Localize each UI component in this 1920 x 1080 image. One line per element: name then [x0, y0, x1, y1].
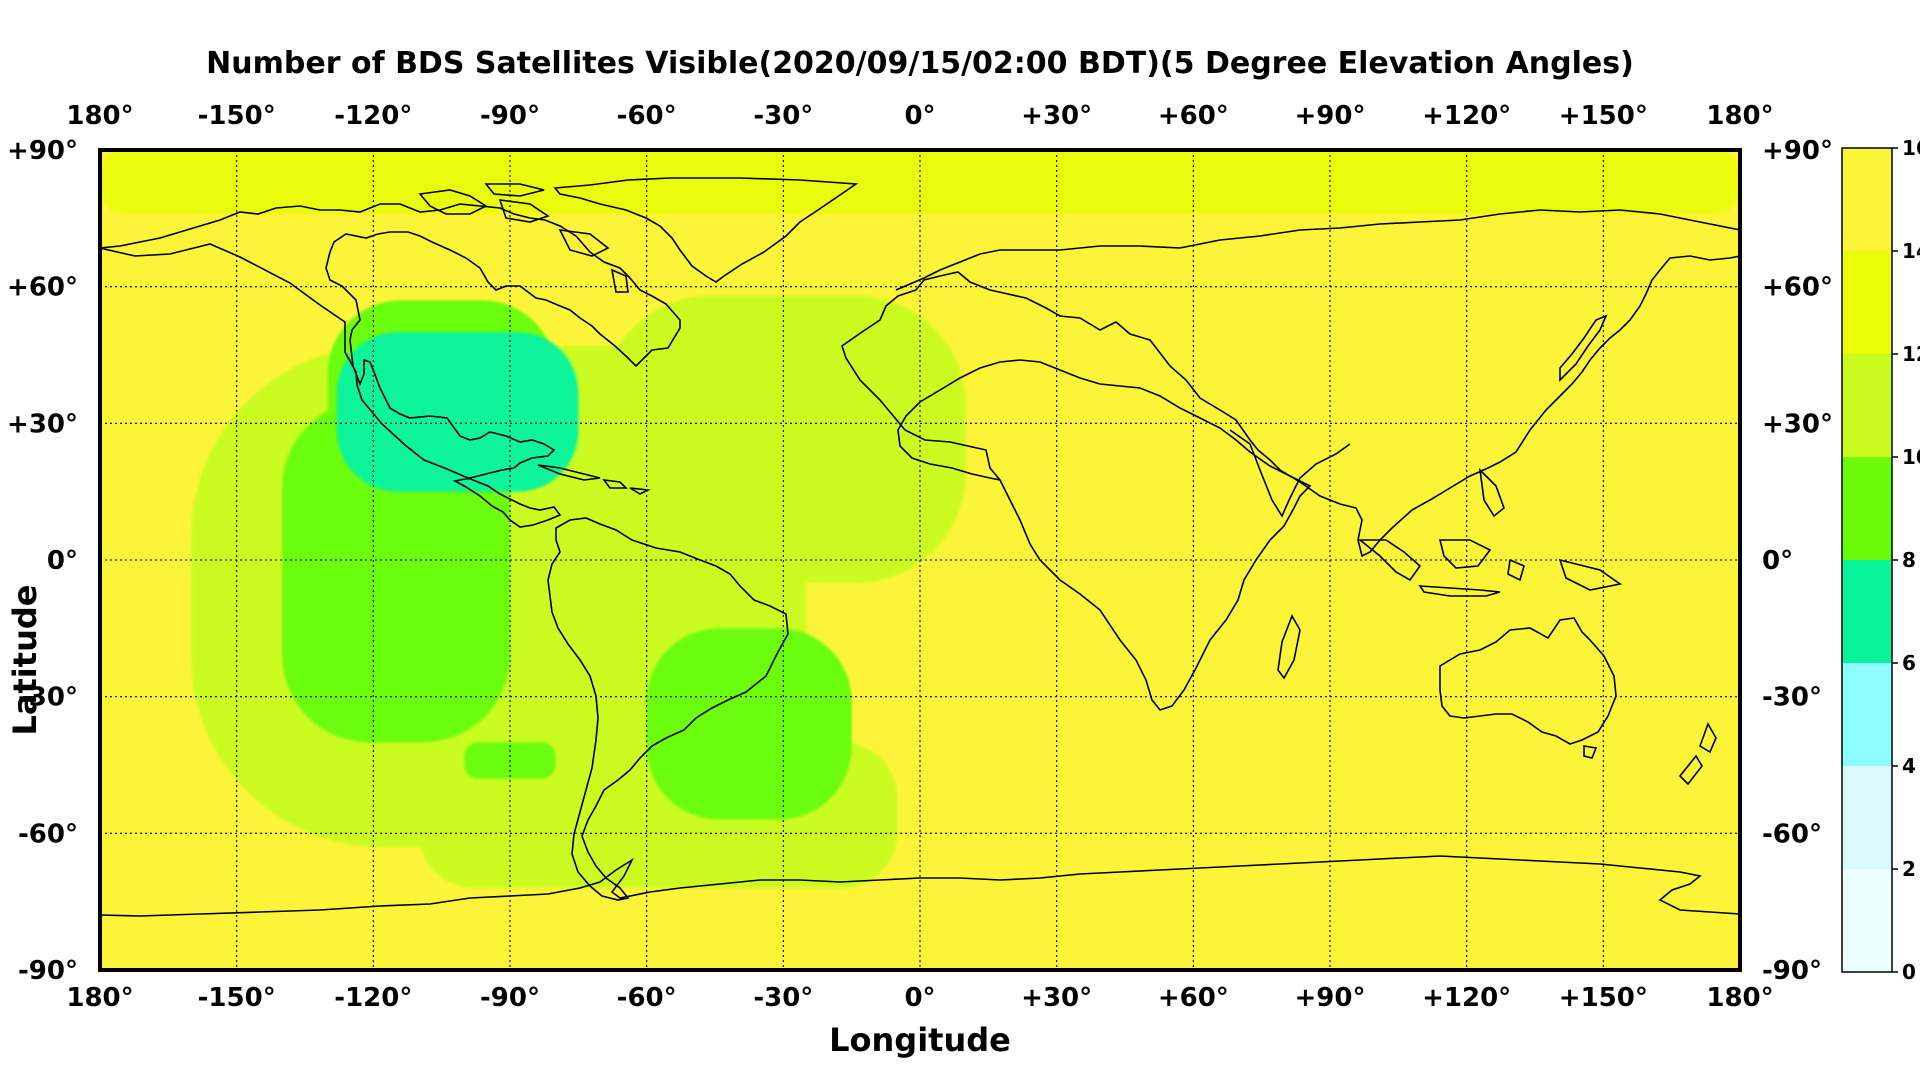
colorbar-tick-label: 16 [1902, 136, 1920, 160]
y-ticks-left: +90°+60°+30°0°-30°-60°-90° [7, 136, 78, 986]
x-tick-label: -90° [480, 983, 540, 1013]
x-tick-label: 0° [904, 101, 935, 131]
colorbar-bin [1842, 663, 1892, 766]
region-3 [601, 296, 965, 583]
colorbar-bin [1842, 354, 1892, 457]
colorbar-tick-label: 6 [1902, 651, 1916, 675]
x-tick-label: +150° [1559, 101, 1648, 131]
x-tick-label: -120° [334, 983, 412, 1013]
x-tick-label: -150° [198, 101, 276, 131]
colorbar-tick-label: 14 [1902, 239, 1920, 263]
x-ticks-bottom: 180° -150° -120° -90° -60° -30° 0° +30° +60° +90°… [66, 983, 1773, 1013]
x-tick-label: -150° [198, 983, 276, 1013]
y-tick-label: +90° [7, 136, 78, 166]
x-tick-label: 180° [1706, 983, 1773, 1013]
colorbar-bin [1842, 869, 1892, 972]
colorbar-tick-label: 0 [1902, 960, 1916, 984]
y-tick-label: -60° [18, 819, 78, 849]
x-axis-label: Longitude [829, 1021, 1011, 1059]
y-tick-label: -30° [1762, 683, 1822, 713]
colorbar-tick-label: 10 [1902, 445, 1920, 469]
y-tick-label: -90° [1762, 956, 1822, 986]
region-6 [647, 628, 852, 819]
x-tick-label: -90° [480, 101, 540, 131]
x-tick-label: 180° [66, 101, 133, 131]
y-axis-label: Latitude [6, 585, 44, 736]
colorbar-bin [1842, 251, 1892, 354]
y-tick-label: -60° [1762, 819, 1822, 849]
x-tick-label: +60° [1158, 101, 1229, 131]
colorbar-bin [1842, 766, 1892, 869]
colorbar-tick-label: 12 [1902, 342, 1920, 366]
y-tick-label: +90° [1762, 136, 1833, 166]
x-tick-label: 180° [66, 983, 133, 1013]
colorbar-bin [1842, 148, 1892, 251]
chart-title: Number of BDS Satellites Visible(2020/09… [206, 46, 1634, 81]
map-area [100, 150, 1740, 970]
x-tick-label: +90° [1295, 983, 1366, 1013]
x-tick-label: -30° [753, 101, 813, 131]
colorbar-tick-label: 2 [1902, 857, 1916, 881]
x-tick-label: +30° [1021, 983, 1092, 1013]
colorbar-tick-label: 4 [1902, 754, 1916, 778]
y-tick-label: +60° [7, 273, 78, 303]
x-tick-label: +120° [1422, 101, 1511, 131]
colorbar-bin [1842, 457, 1892, 560]
x-tick-label: +60° [1158, 983, 1229, 1013]
x-tick-label: 180° [1706, 101, 1773, 131]
x-tick-label: -60° [617, 983, 677, 1013]
x-tick-label: +30° [1021, 101, 1092, 131]
x-tick-label: +90° [1295, 101, 1366, 131]
y-ticks-right: +90° +60° +30° 0° -30° -60° -90° [1762, 136, 1833, 986]
colorbar-bin [1842, 560, 1892, 663]
x-tick-label: -120° [334, 101, 412, 131]
y-tick-label: +60° [1762, 273, 1833, 303]
x-tick-label: +150° [1559, 983, 1648, 1013]
x-tick-label: +120° [1422, 983, 1511, 1013]
x-tick-label: -60° [617, 101, 677, 131]
y-tick-label: +30° [1762, 409, 1833, 439]
colorbar: 0 2 4 6 8 10 12 14 16 [1842, 136, 1920, 984]
x-tick-label: 0° [904, 983, 935, 1013]
y-tick-label: +30° [7, 409, 78, 439]
y-tick-label: 0° [47, 546, 78, 576]
x-ticks-top: 180° -150° -120° -90° -60° -30° 0° +30° +60° +90°… [66, 101, 1773, 131]
y-tick-label: -90° [18, 956, 78, 986]
colorbar-tick-label: 8 [1902, 548, 1916, 572]
y-tick-label: 0° [1762, 546, 1793, 576]
x-tick-label: -30° [753, 983, 813, 1013]
